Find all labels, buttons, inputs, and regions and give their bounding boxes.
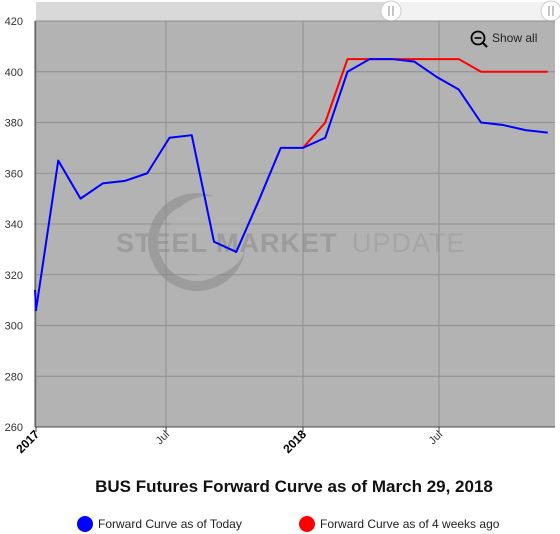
y-tick-label: 280 (5, 371, 23, 383)
legend-marker-today (77, 516, 93, 532)
grid (35, 20, 555, 428)
y-tick-label: 300 (5, 321, 23, 333)
y-tick-label: 380 (5, 118, 23, 130)
legend-label-4-weeks-ago[interactable]: Forward Curve as of 4 weeks ago (320, 517, 500, 531)
x-tick-label: 2018 (280, 427, 309, 456)
legend-marker-4-weeks-ago (299, 516, 315, 532)
x-tick-label: Jul (154, 429, 172, 447)
watermark-light: UPDATE (352, 228, 466, 258)
legend-label-today[interactable]: Forward Curve as of Today (98, 517, 242, 531)
y-axis-ticks: 260 280 300 320 340 360 380 400 420 (5, 16, 23, 434)
zoom-out-icon[interactable] (470, 30, 488, 48)
series-line-4-weeks-ago[interactable] (302, 58, 548, 149)
x-tick-label: Jul (427, 429, 445, 447)
chart-title: BUS Futures Forward Curve as of March 29… (95, 477, 493, 496)
navigator-handle-right[interactable] (540, 0, 560, 22)
x-axis-ticks: 2017 Jul 2018 Jul (13, 427, 445, 456)
show-all-button[interactable]: Show all (470, 30, 538, 48)
watermark-logo: STEEL MARKET UPDATE (116, 193, 466, 291)
series (34, 58, 548, 312)
y-tick-label: 420 (5, 16, 23, 28)
y-tick-label: 360 (5, 168, 23, 180)
y-tick-label: 320 (5, 270, 23, 282)
navigator-handle-left[interactable] (380, 0, 402, 22)
series-line-today[interactable] (34, 58, 548, 312)
svg-text:STEEL MARKET UPDATE: STEEL MARKET UPDATE (116, 228, 466, 258)
watermark-strong: STEEL MARKET (116, 228, 338, 258)
show-all-label[interactable]: Show all (492, 31, 537, 45)
y-tick-label: 260 (5, 422, 23, 434)
navigator-window[interactable] (390, 2, 551, 21)
y-tick-label: 400 (5, 67, 23, 79)
legend-item-4-weeks-ago[interactable]: Forward Curve as of 4 weeks ago (299, 516, 500, 532)
y-tick-label: 340 (5, 219, 23, 231)
legend-item-today[interactable]: Forward Curve as of Today (77, 516, 242, 532)
legend: Forward Curve as of Today Forward Curve … (77, 516, 500, 532)
